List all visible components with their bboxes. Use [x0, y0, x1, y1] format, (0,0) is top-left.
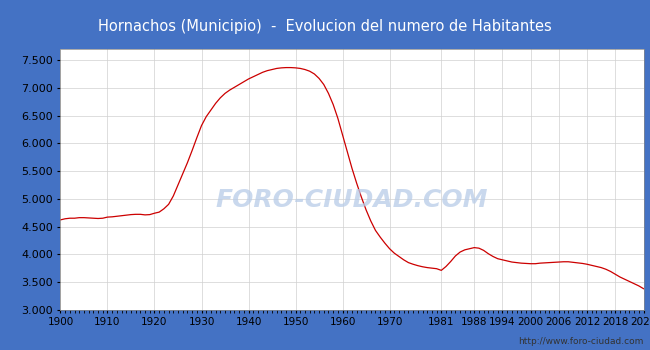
Text: http://www.foro-ciudad.com: http://www.foro-ciudad.com	[518, 337, 644, 346]
Text: FORO-CIUDAD.COM: FORO-CIUDAD.COM	[216, 188, 488, 212]
Text: Hornachos (Municipio)  -  Evolucion del numero de Habitantes: Hornachos (Municipio) - Evolucion del nu…	[98, 19, 552, 34]
